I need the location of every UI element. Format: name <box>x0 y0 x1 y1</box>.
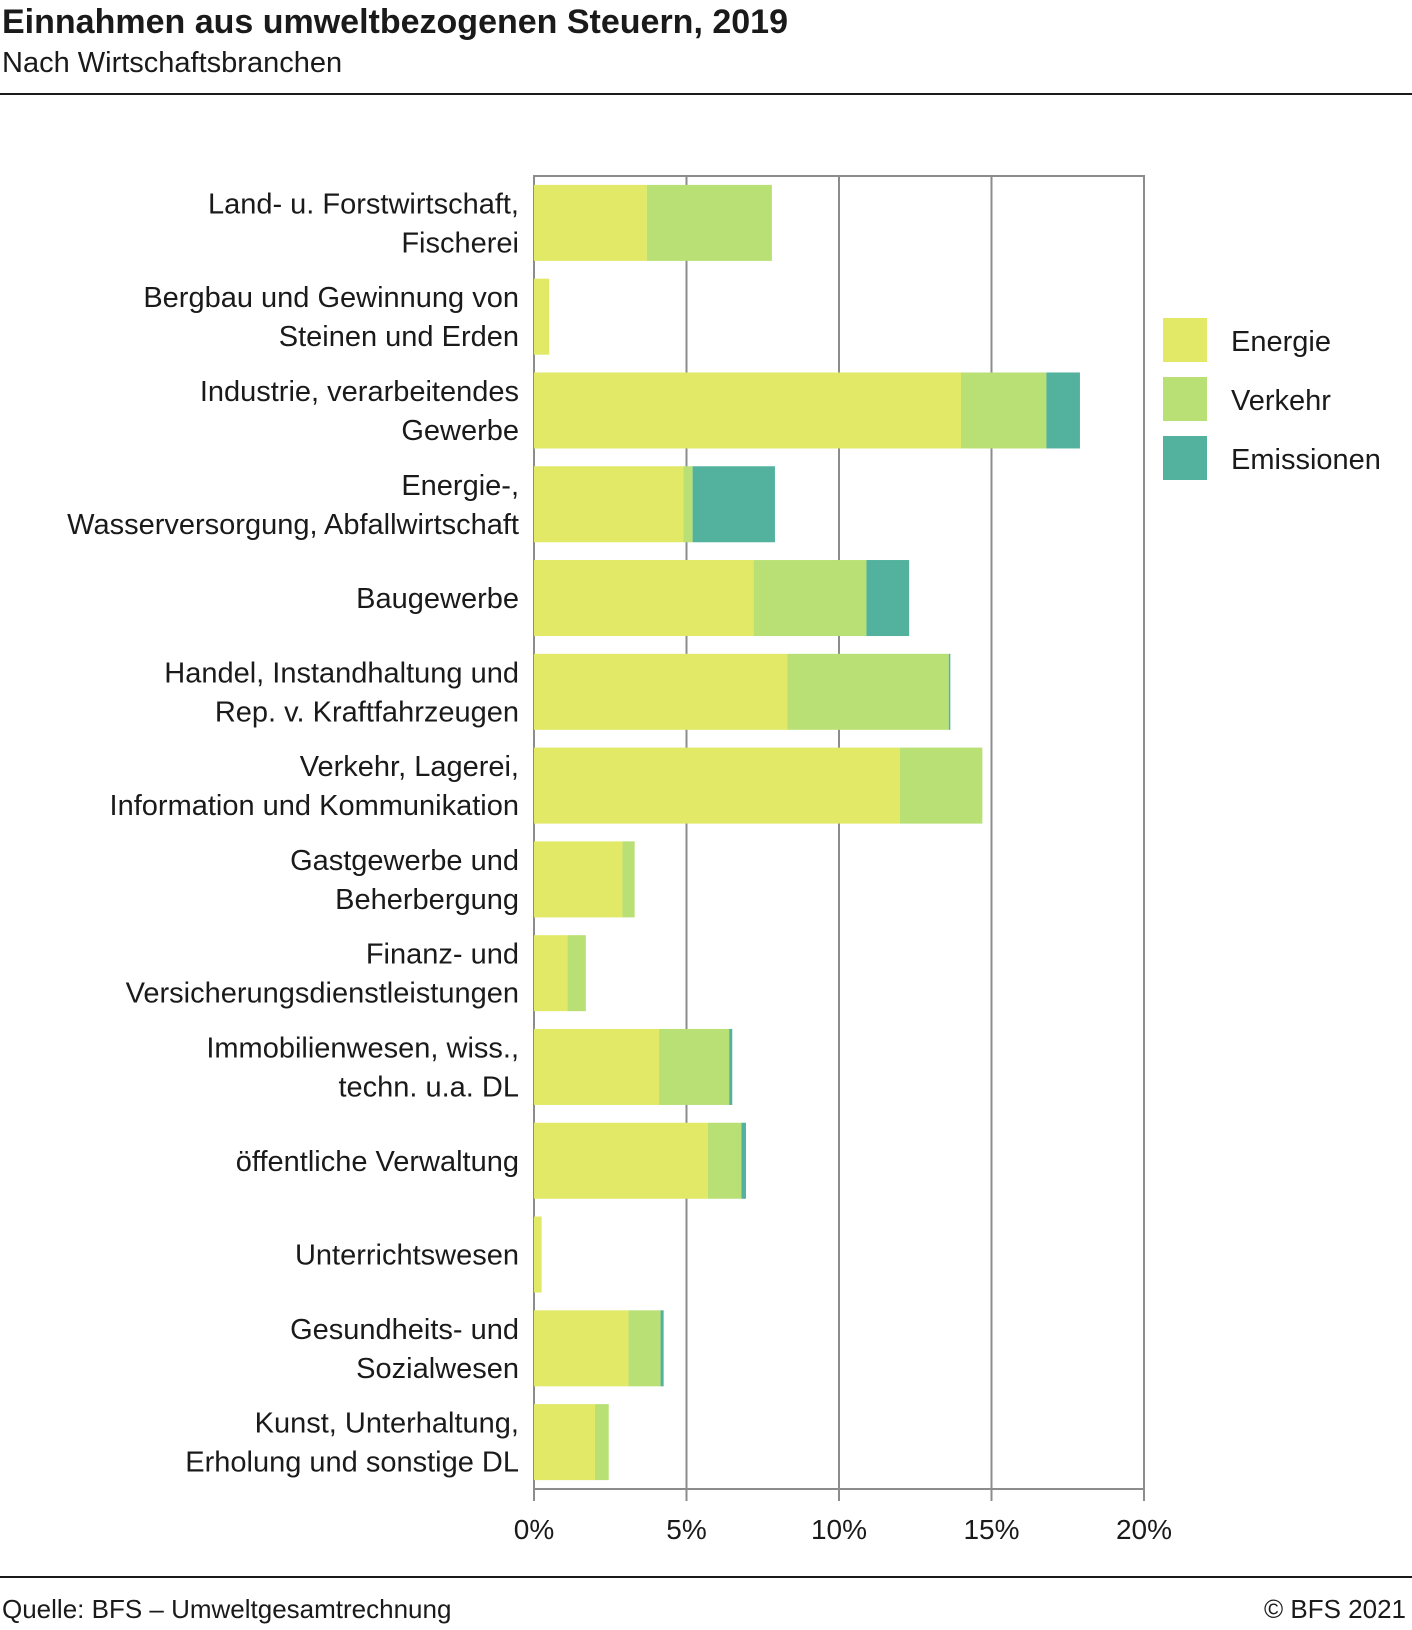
category-label-5-0: Handel, Instandhaltung und <box>164 657 519 689</box>
legend-label-emissionen: Emissionen <box>1231 444 1381 476</box>
tick-label-5: 5% <box>666 1514 706 1545</box>
category-label-6-0: Verkehr, Lagerei, <box>300 751 519 783</box>
bar-verkehr-2 <box>961 372 1047 449</box>
bar-energie-0 <box>534 184 647 261</box>
bar-energie-13 <box>534 1404 595 1481</box>
source-note: Quelle: BFS – Umweltgesamtrechnung <box>2 1594 452 1624</box>
bar-verkehr-13 <box>595 1404 609 1481</box>
category-label-3-1: Wasserversorgung, Abfallwirtschaft <box>67 509 519 541</box>
bar-energie-7 <box>534 841 623 918</box>
stacked-bar-chart: 0% 5% 10% 15% 20% Land- u. Forstwirtschaft, Fi… <box>67 175 1381 1545</box>
category-label-1-0: Bergbau und Gewinnung von <box>143 282 519 314</box>
bar-verkehr-5 <box>787 653 949 730</box>
bar-energie-1 <box>534 278 550 355</box>
bar-emissionen-5 <box>948 653 951 730</box>
category-label-12-0: Gesundheits- und <box>290 1314 519 1346</box>
bar-verkehr-6 <box>900 747 983 824</box>
category-label-5-1: Rep. v. Kraftfahrzeugen <box>215 696 519 728</box>
bar-energie-2 <box>534 372 961 449</box>
bar-verkehr-3 <box>683 466 693 543</box>
tick-label-15: 15% <box>963 1514 1019 1545</box>
legend-swatch-energie <box>1163 318 1207 362</box>
legend-label-verkehr: Verkehr <box>1231 385 1331 417</box>
bar-emissionen-4 <box>866 560 910 637</box>
category-label-7-1: Beherbergung <box>335 884 519 916</box>
bar-energie-5 <box>534 653 788 730</box>
legend-label-energie: Energie <box>1231 326 1331 358</box>
bar-verkehr-10 <box>707 1122 742 1199</box>
tick-label-0: 0% <box>514 1514 554 1545</box>
bar-verkehr-0 <box>646 184 772 261</box>
bar-verkehr-7 <box>622 841 635 918</box>
category-label-8-0: Finanz- und <box>366 939 519 971</box>
bar-emissionen-9 <box>729 1028 733 1105</box>
category-label-13-0: Kunst, Unterhaltung, <box>255 1408 519 1440</box>
legend-swatch-verkehr <box>1163 377 1207 421</box>
category-label-2-0: Industrie, verarbeitendes <box>200 376 519 408</box>
category-label-11-0: Unterrichtswesen <box>295 1240 519 1272</box>
category-label-9-1: techn. u.a. DL <box>338 1071 519 1103</box>
category-label-1-1: Steinen und Erden <box>279 321 519 353</box>
bar-energie-3 <box>534 466 684 543</box>
bar-verkehr-9 <box>659 1028 730 1105</box>
category-label-9-0: Immobilienwesen, wiss., <box>206 1032 519 1064</box>
bar-energie-8 <box>534 935 568 1012</box>
bar-emissionen-3 <box>692 466 775 543</box>
bar-verkehr-8 <box>567 935 586 1012</box>
category-label-13-1: Erholung und sonstige DL <box>185 1447 519 1479</box>
bar-energie-4 <box>534 560 754 637</box>
bar-verkehr-4 <box>753 560 867 637</box>
category-label-2-1: Gewerbe <box>401 415 519 447</box>
legend-swatch-emissionen <box>1163 436 1207 480</box>
category-label-10-0: öffentliche Verwaltung <box>236 1146 519 1178</box>
category-label-6-1: Information und Kommunikation <box>110 790 519 822</box>
bar-energie-11 <box>534 1216 542 1293</box>
category-label-0-0: Land- u. Forstwirtschaft, <box>208 188 519 220</box>
category-label-8-1: Versicherungsdienstleistungen <box>126 978 519 1010</box>
chart-subtitle: Nach Wirtschaftsbranchen <box>2 47 343 79</box>
bar-energie-9 <box>534 1028 660 1105</box>
chart-title: Einnahmen aus umweltbezogenen Steuern, 2… <box>2 3 788 41</box>
category-label-4-0: Baugewerbe <box>356 583 519 615</box>
header-divider <box>0 93 1412 95</box>
tick-label-10: 10% <box>811 1514 867 1545</box>
category-label-0-1: Fischerei <box>401 227 519 259</box>
category-label-3-0: Energie-, <box>401 470 519 502</box>
bar-emissionen-2 <box>1046 372 1080 449</box>
bar-energie-12 <box>534 1310 629 1387</box>
bar-energie-10 <box>534 1122 708 1199</box>
category-label-7-0: Gastgewerbe und <box>290 845 519 877</box>
category-label-12-1: Sozialwesen <box>356 1353 519 1385</box>
footer-divider <box>0 1576 1412 1578</box>
bar-emissionen-10 <box>741 1122 746 1199</box>
bar-verkehr-12 <box>628 1310 661 1387</box>
bar-energie-6 <box>534 747 900 824</box>
copyright-note: © BFS 2021 <box>1263 1594 1406 1624</box>
tick-label-20: 20% <box>1116 1514 1172 1545</box>
bar-emissionen-12 <box>660 1310 664 1387</box>
